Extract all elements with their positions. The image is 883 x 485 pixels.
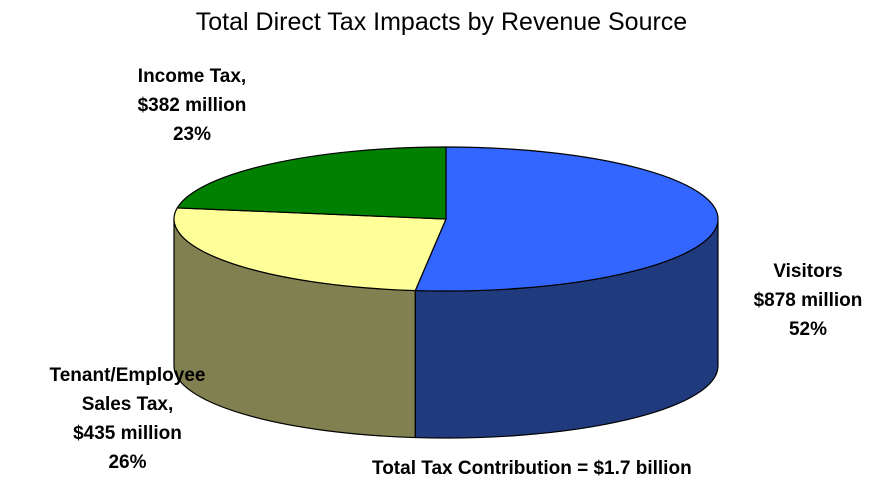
pie-slice-tenant-employee-sales-tax: [173, 207, 447, 292]
pie-slice-visitors: [414, 146, 719, 292]
visitors-label-percent: 52%: [788, 319, 828, 340]
tenant-sales-tax-label: Tenant/Employee Sales Tax, $435 million …: [5, 361, 250, 477]
chart-title: Total Direct Tax Impacts by Revenue Sour…: [195, 8, 688, 36]
visitors-label-value: $878 million: [753, 290, 863, 311]
tenant-sales-tax-label-percent: 26%: [108, 452, 147, 473]
income-tax-label-percent: 23%: [172, 124, 212, 145]
pie-slice-income-tax: [176, 146, 447, 220]
income-tax-label-name: Income Tax,: [137, 66, 247, 87]
tenant-sales-tax-label-name-1: Tenant/Employee: [49, 365, 206, 386]
total-contribution-note: Total Tax Contribution = $1.7 billion: [372, 458, 692, 479]
income-tax-label: Income Tax, $382 million 23%: [92, 62, 292, 149]
income-tax-label-value: $382 million: [137, 95, 247, 116]
tenant-sales-tax-label-value: $435 million: [73, 423, 182, 444]
tenant-sales-tax-label-name-2: Sales Tax,: [81, 394, 174, 415]
visitors-label-name: Visitors: [773, 261, 843, 282]
visitors-label: Visitors $878 million 52%: [733, 257, 883, 344]
